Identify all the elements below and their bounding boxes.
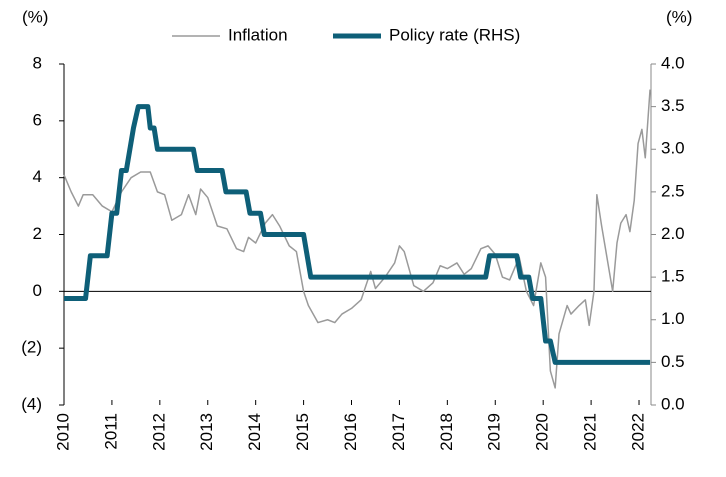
legend-label: Inflation — [228, 25, 288, 44]
series-line — [63, 89, 651, 389]
x-tick-label: 2022 — [629, 413, 648, 451]
x-tick-label: 2014 — [245, 413, 264, 451]
y2-tick-label: 4.0 — [661, 53, 685, 72]
x-tick-label: 2011 — [101, 413, 120, 450]
x-tick-label: 2015 — [293, 413, 312, 451]
x-tick-label: 2013 — [197, 413, 216, 451]
series-line — [64, 104, 651, 365]
legend-label: Policy rate (RHS) — [389, 25, 520, 44]
y2-tick-label: 0.0 — [661, 394, 685, 413]
y-tick-label: 0 — [33, 281, 42, 300]
y2-tick-label: 3.0 — [661, 139, 685, 158]
x-tick-label: 2020 — [533, 413, 552, 451]
y-tick-label: (2) — [21, 338, 42, 357]
y-tick-label: (4) — [21, 394, 42, 413]
y-axis-label: (%) — [22, 7, 48, 26]
y-tick-label: 4 — [33, 167, 42, 186]
y2-tick-label: 1.0 — [661, 309, 685, 328]
x-tick-label: 2012 — [149, 413, 168, 451]
y2-tick-label: 2.5 — [661, 181, 685, 200]
x-tick-label: 2018 — [437, 413, 456, 451]
x-tick-label: 2010 — [53, 413, 72, 451]
y-tick-label: 6 — [33, 110, 42, 129]
y-tick-label: 2 — [33, 224, 42, 243]
y-tick-label: 8 — [33, 53, 42, 72]
y2-tick-label: 1.5 — [661, 267, 685, 286]
x-tick-label: 2019 — [485, 413, 504, 451]
y2-tick-label: 0.5 — [661, 352, 685, 371]
y2-axis-label: (%) — [666, 7, 692, 26]
x-tick-label: 2016 — [341, 413, 360, 451]
x-tick-label: 2017 — [389, 413, 408, 451]
y2-tick-label: 3.5 — [661, 96, 685, 115]
y2-tick-label: 2.0 — [661, 224, 685, 243]
x-tick-label: 2021 — [581, 413, 600, 451]
